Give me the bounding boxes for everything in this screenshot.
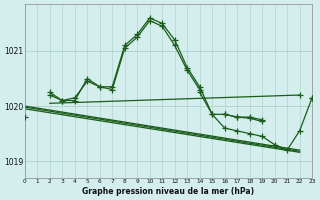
X-axis label: Graphe pression niveau de la mer (hPa): Graphe pression niveau de la mer (hPa) [82, 187, 254, 196]
